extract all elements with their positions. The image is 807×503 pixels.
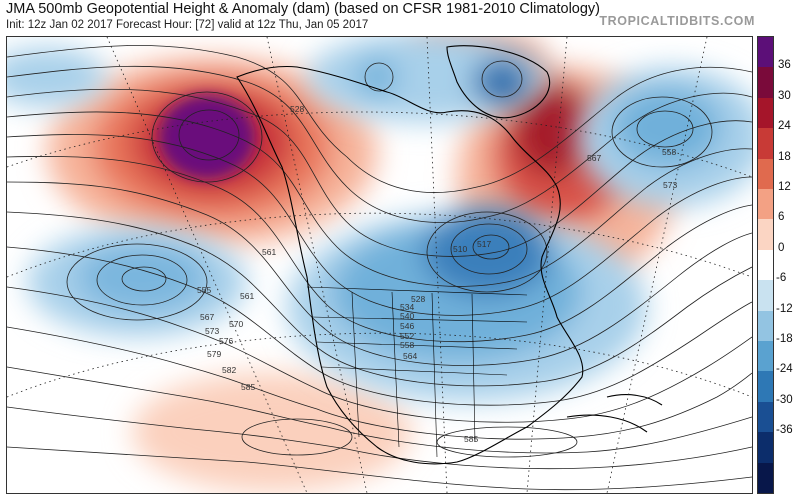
contour-label: 528	[411, 294, 425, 304]
map-panel: 528 561 555 561 567 570 573 576 579 582 …	[6, 36, 753, 494]
colorbar-segment	[758, 128, 773, 160]
height-contours	[7, 45, 752, 491]
colorbar-tick-label: 36	[778, 59, 791, 72]
colorbar-segment	[758, 97, 773, 129]
colorbar-segment	[758, 67, 773, 99]
colorbar	[757, 36, 774, 494]
colorbar-segment	[758, 371, 773, 403]
colorbar-tick-label: 12	[778, 181, 791, 193]
contour-label: 558	[400, 340, 414, 350]
colorbar-tick-label: 24	[778, 120, 791, 133]
contour-label: 546	[400, 321, 414, 331]
colorbar-segment	[758, 341, 773, 372]
chart-subtitle: Init: 12z Jan 02 2017 Forecast Hour: [72…	[6, 19, 369, 31]
contour-label: 573	[205, 326, 219, 336]
header: JMA 500mb Geopotential Height & Anomaly …	[0, 0, 807, 36]
chart-title: JMA 500mb Geopotential Height & Anomaly …	[6, 1, 600, 17]
contour-label: 555	[197, 285, 211, 295]
colorbar-segment	[758, 37, 773, 68]
colorbar-tick-label: -18	[776, 333, 793, 345]
contour-label: 585	[241, 382, 255, 392]
contour-label: 534	[400, 302, 414, 312]
brand-logo-text[interactable]: TROPICALTIDBITS.COM	[599, 14, 755, 28]
max-anomaly-core	[159, 95, 255, 179]
coastlines	[236, 45, 663, 465]
graticule	[7, 37, 752, 493]
contour-label: 585	[464, 434, 478, 444]
colorbar-tick-label: 6	[778, 211, 785, 224]
map-svg: 528 561 555 561 567 570 573 576 579 582 …	[7, 37, 752, 493]
colorbar-segment	[758, 249, 773, 281]
colorbar-tick-label: -24	[776, 363, 793, 376]
contour-label: 517	[477, 239, 491, 249]
colorbar-tick-label: -36	[776, 424, 793, 437]
colorbar-tick-label: -30	[776, 393, 793, 406]
colorbar-segment	[758, 462, 773, 494]
contour-label: 567	[200, 312, 214, 322]
colorbar-segment	[758, 219, 773, 251]
colorbar-tick-label: 30	[778, 89, 791, 102]
contour-label: 552	[400, 331, 414, 341]
colorbar-tick-label: -6	[776, 272, 787, 285]
contour-label: 570	[229, 319, 243, 329]
colorbar-segment	[758, 189, 773, 220]
contour-label: 528	[290, 104, 304, 114]
contour-label: 558	[662, 147, 676, 157]
colorbar-tick-label: 18	[778, 150, 791, 163]
contour-label: 510	[453, 244, 467, 254]
contour-label: 576	[219, 336, 233, 346]
colorbar-segment	[758, 401, 773, 433]
colorbar-segment	[758, 310, 773, 342]
colorbar-tick-label: -12	[776, 302, 793, 315]
colorbar-segment	[758, 280, 773, 312]
colorbar-tick-label: 0	[778, 241, 785, 254]
colorbar-segment	[758, 432, 773, 464]
contour-label: 564	[403, 351, 417, 361]
contour-label: 561	[240, 291, 254, 301]
political-borders	[306, 286, 528, 458]
contour-label: 540	[400, 311, 414, 321]
contour-label: 561	[262, 247, 276, 257]
contour-label: 579	[207, 349, 221, 359]
contour-label: 573	[663, 180, 677, 190]
contour-labels: 528 561 555 561 567 570 573 576 579 582 …	[197, 104, 677, 444]
contour-label: 582	[222, 365, 236, 375]
contour-label: 567	[587, 153, 601, 163]
colorbar-segment	[758, 158, 773, 190]
